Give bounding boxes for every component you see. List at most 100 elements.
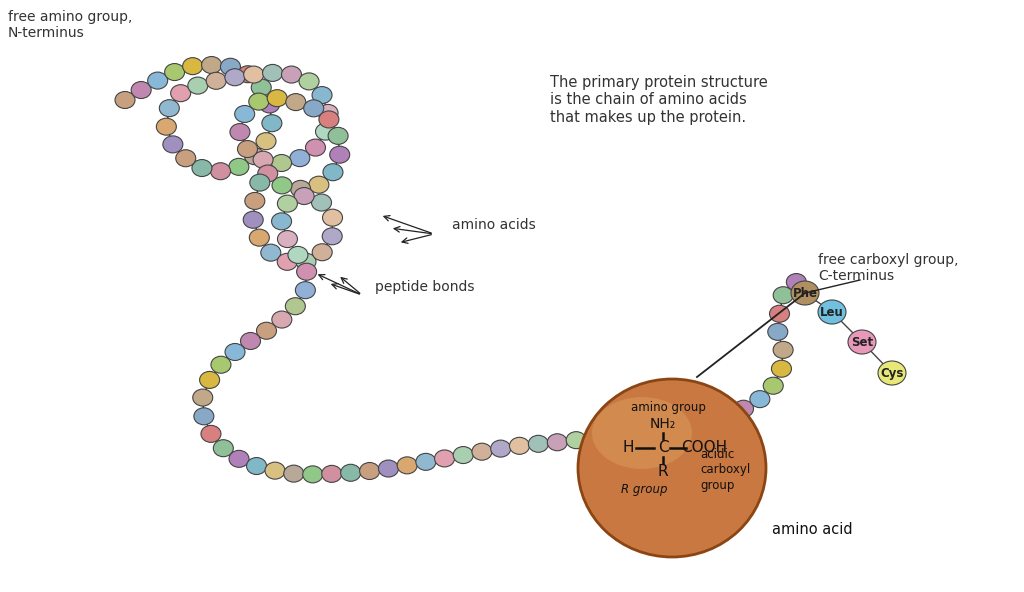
- Ellipse shape: [318, 111, 339, 128]
- Ellipse shape: [272, 177, 292, 194]
- Ellipse shape: [250, 174, 269, 191]
- Ellipse shape: [253, 151, 273, 168]
- Ellipse shape: [262, 65, 283, 82]
- Ellipse shape: [330, 146, 350, 163]
- Ellipse shape: [878, 361, 906, 385]
- Ellipse shape: [194, 408, 214, 425]
- Ellipse shape: [768, 323, 787, 340]
- Ellipse shape: [213, 440, 233, 456]
- Ellipse shape: [299, 73, 319, 90]
- Ellipse shape: [278, 195, 297, 212]
- Ellipse shape: [229, 451, 249, 467]
- Ellipse shape: [278, 253, 297, 271]
- Ellipse shape: [260, 96, 280, 113]
- Ellipse shape: [679, 417, 699, 434]
- Ellipse shape: [200, 371, 219, 388]
- Ellipse shape: [323, 209, 342, 226]
- Text: acidic
carboxyl
group: acidic carboxyl group: [700, 449, 751, 491]
- Ellipse shape: [267, 89, 287, 107]
- Ellipse shape: [786, 274, 806, 291]
- Ellipse shape: [238, 66, 258, 83]
- Ellipse shape: [282, 66, 301, 83]
- Ellipse shape: [769, 305, 790, 322]
- Ellipse shape: [791, 281, 819, 305]
- Ellipse shape: [271, 155, 292, 172]
- Ellipse shape: [295, 282, 315, 298]
- Ellipse shape: [312, 86, 332, 104]
- Ellipse shape: [225, 343, 245, 361]
- Ellipse shape: [271, 213, 292, 230]
- Ellipse shape: [249, 93, 268, 110]
- Ellipse shape: [510, 437, 529, 454]
- Ellipse shape: [305, 139, 326, 156]
- Ellipse shape: [271, 311, 292, 328]
- Ellipse shape: [315, 123, 336, 140]
- Ellipse shape: [578, 379, 766, 557]
- Ellipse shape: [303, 466, 323, 483]
- Text: amino group: amino group: [631, 401, 706, 414]
- Ellipse shape: [241, 333, 260, 349]
- Ellipse shape: [359, 462, 380, 480]
- Ellipse shape: [278, 230, 297, 247]
- Ellipse shape: [243, 211, 263, 229]
- Ellipse shape: [592, 397, 692, 469]
- Ellipse shape: [297, 263, 316, 280]
- Ellipse shape: [187, 77, 208, 94]
- Ellipse shape: [211, 163, 230, 180]
- Ellipse shape: [191, 159, 212, 176]
- Ellipse shape: [472, 443, 492, 460]
- Text: free carboxyl group,
C-terminus: free carboxyl group, C-terminus: [818, 253, 958, 283]
- Ellipse shape: [318, 104, 338, 121]
- Ellipse shape: [642, 423, 662, 440]
- Ellipse shape: [341, 464, 360, 481]
- Ellipse shape: [528, 435, 549, 452]
- Ellipse shape: [163, 136, 183, 153]
- Text: Leu: Leu: [820, 305, 844, 318]
- Text: Phe: Phe: [793, 287, 817, 300]
- Ellipse shape: [157, 118, 176, 135]
- Text: C: C: [657, 440, 669, 455]
- Ellipse shape: [323, 228, 342, 244]
- Ellipse shape: [245, 147, 264, 165]
- Ellipse shape: [750, 391, 770, 408]
- Ellipse shape: [290, 150, 310, 166]
- Ellipse shape: [201, 426, 221, 442]
- Ellipse shape: [193, 389, 213, 406]
- Ellipse shape: [323, 164, 343, 181]
- Ellipse shape: [304, 100, 324, 117]
- Text: NH₂: NH₂: [650, 417, 676, 431]
- Ellipse shape: [311, 194, 332, 211]
- Ellipse shape: [773, 287, 794, 304]
- Ellipse shape: [244, 66, 263, 83]
- Ellipse shape: [262, 115, 282, 131]
- Ellipse shape: [454, 446, 473, 464]
- Ellipse shape: [265, 462, 285, 479]
- Ellipse shape: [258, 165, 278, 182]
- Ellipse shape: [225, 69, 245, 86]
- Ellipse shape: [256, 133, 276, 150]
- Ellipse shape: [284, 465, 304, 482]
- Ellipse shape: [229, 158, 249, 175]
- Ellipse shape: [771, 361, 792, 377]
- Ellipse shape: [716, 407, 736, 424]
- Ellipse shape: [309, 176, 329, 193]
- Ellipse shape: [251, 79, 271, 96]
- Text: COOH: COOH: [681, 440, 727, 455]
- Ellipse shape: [230, 124, 250, 140]
- Ellipse shape: [115, 92, 135, 108]
- Text: R group: R group: [621, 482, 668, 496]
- Ellipse shape: [220, 58, 241, 75]
- Ellipse shape: [234, 105, 255, 123]
- Text: amino acid: amino acid: [772, 523, 853, 538]
- Ellipse shape: [202, 56, 221, 73]
- Ellipse shape: [566, 432, 586, 449]
- Ellipse shape: [261, 244, 281, 261]
- Ellipse shape: [763, 377, 783, 394]
- Ellipse shape: [256, 322, 276, 339]
- Ellipse shape: [147, 72, 168, 89]
- Ellipse shape: [291, 181, 310, 197]
- Ellipse shape: [165, 63, 184, 81]
- Text: amino acids: amino acids: [452, 218, 536, 232]
- Ellipse shape: [160, 99, 179, 117]
- Text: Cys: Cys: [881, 366, 904, 379]
